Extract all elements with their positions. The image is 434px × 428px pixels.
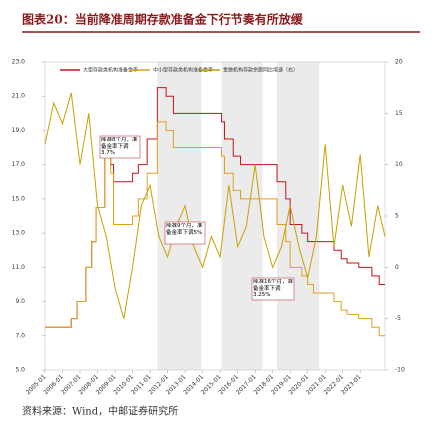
y2-tick-label: 20 xyxy=(395,59,403,66)
annotation: 降准16个月，准备金率下调3.25% xyxy=(253,279,293,298)
legend-label: 大型存款类机构准备金率 xyxy=(83,67,138,74)
y2-tick-label: 5 xyxy=(395,213,399,220)
y-tick-label: 11.0 xyxy=(12,264,26,271)
y-tick-label: 15.0 xyxy=(12,195,26,202)
y2-tick-label: 10 xyxy=(395,161,403,168)
y-tick-label: 13.0 xyxy=(12,230,26,237)
y-tick-label: 17.0 xyxy=(12,161,26,168)
legend-label: 金融机构存款余额同比增速（右） xyxy=(223,67,298,74)
shaded-period xyxy=(157,62,202,370)
y2-tick-label: 15 xyxy=(395,110,403,117)
y2-tick-label: -10 xyxy=(395,367,405,374)
y2-tick-label: 0 xyxy=(395,264,399,271)
annotation-box xyxy=(164,221,206,245)
y-tick-label: 5.0 xyxy=(15,367,25,374)
y-tick-label: 21.0 xyxy=(12,93,26,100)
title: 图表20：当前降准周期存款准备金下行节奏有所放缓 xyxy=(22,12,304,27)
series-line xyxy=(44,92,386,319)
y-tick-label: 9.0 xyxy=(15,298,25,305)
annotation: 降准8个月，准备金率下调3.7% xyxy=(101,137,138,156)
y2-tick-label: -5 xyxy=(395,315,401,322)
annotation: 降准9个月，准备金率下调5% xyxy=(166,223,203,236)
annotation-box xyxy=(99,135,141,159)
annotation-box xyxy=(251,277,295,301)
annotations: 降准8个月，准备金率下调3.7% 降准9个月，准备金率下调5% 降准16个月，准… xyxy=(99,135,295,301)
y-tick-label: 23.0 xyxy=(12,59,26,66)
series-line xyxy=(45,121,385,337)
y-tick-label: 7.0 xyxy=(15,332,25,339)
y-tick-label: 19.0 xyxy=(12,127,26,134)
source: 资料来源：Wind，中邮证券研究所 xyxy=(22,405,178,418)
shaded-period xyxy=(221,62,263,370)
shaded-period xyxy=(277,62,320,370)
legend-label: 中小型存款类机构准备金率 xyxy=(153,67,213,74)
